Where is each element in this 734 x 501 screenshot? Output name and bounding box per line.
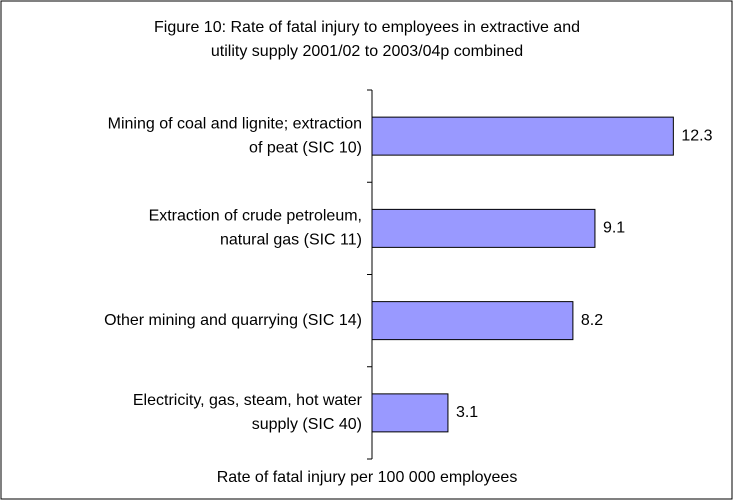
- y-tick-label: natural gas (SIC 11): [220, 232, 362, 249]
- value-label: 9.1: [603, 220, 625, 237]
- chart-title: utility supply 2001/02 to 2003/04p combi…: [211, 43, 523, 60]
- y-tick-label: Electricity, gas, steam, hot water: [133, 392, 363, 409]
- y-tick-label: Other mining and quarrying (SIC 14): [104, 312, 362, 329]
- y-tick-label: Extraction of crude petroleum,: [149, 208, 362, 225]
- y-tick-label: supply (SIC 40): [252, 416, 362, 433]
- value-label: 3.1: [456, 404, 478, 421]
- chart-title: Figure 10: Rate of fatal injury to emplo…: [154, 19, 580, 36]
- bar: [371, 208, 596, 248]
- bar: [371, 393, 449, 433]
- y-tick-label: of peat (SIC 10): [249, 139, 362, 156]
- y-tick-label: Mining of coal and lignite; extraction: [108, 115, 362, 132]
- value-label: 12.3: [681, 127, 712, 144]
- x-axis-title: Rate of fatal injury per 100 000 employe…: [217, 469, 518, 486]
- bar: [371, 301, 574, 341]
- value-label: 8.2: [581, 312, 603, 329]
- bar: [371, 116, 674, 156]
